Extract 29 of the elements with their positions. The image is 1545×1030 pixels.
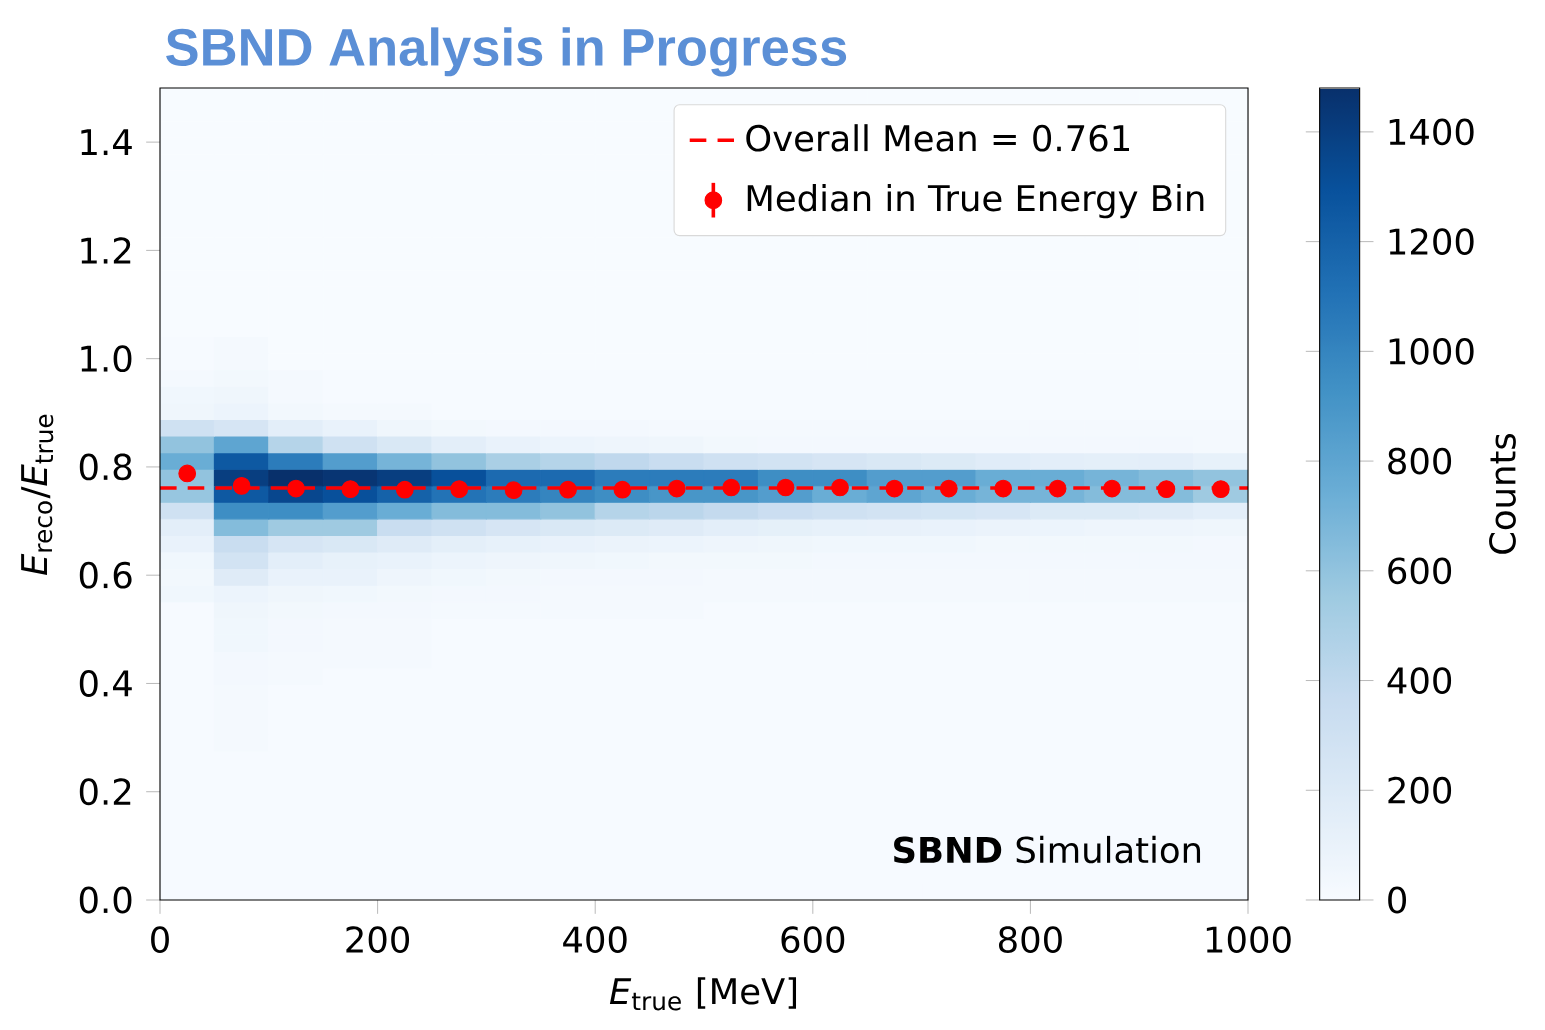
color-bar-label: 0 [1388, 886, 1407, 914]
y-tick-label: 0.4 [79, 670, 132, 697]
color-bar-label: 200 [1388, 776, 1452, 804]
legend-label: Median in True Energy Bin [747, 184, 1204, 219]
y-tick-label: 1.0 [81, 345, 132, 373]
color-bar-label: 1200 [1389, 228, 1474, 256]
legend-label: Overall Mean = 0.761 [746, 124, 1129, 152]
y-tick-label: 0.2 [79, 778, 131, 806]
y-tick-label: 1.4 [81, 129, 132, 156]
color-bar-label: 1400 [1389, 118, 1474, 146]
color-bar-label: 800 [1388, 447, 1452, 475]
chart-title: SBND Analysis in Progress [166, 27, 847, 77]
x-tick-label: 800 [999, 926, 1062, 954]
color-bar-title: Counts [1489, 433, 1516, 554]
color-bar-label: 400 [1387, 667, 1452, 694]
y-tick-label: 0.6 [79, 561, 132, 589]
color-bar-label: 600 [1388, 557, 1452, 585]
x-tick-label: 0 [151, 926, 169, 954]
color-bar-label: 1000 [1389, 337, 1474, 365]
x-tick-label: 400 [563, 926, 627, 954]
x-tick-label: 1000 [1206, 926, 1291, 954]
y-tick-label: 1.2 [81, 237, 131, 264]
x-tick-label: 600 [781, 926, 845, 954]
x-tick-label: 200 [346, 926, 410, 954]
x-axis-title: E$_{true}$ [MeV] [609, 977, 797, 1011]
y-tick-label: 0.8 [79, 453, 132, 481]
y-tick-label: 0.0 [79, 886, 132, 914]
y-axis-title: E$_{reco}$/E$_{true}$ [21, 414, 54, 576]
annotation: SBND Simulation [894, 835, 1201, 864]
